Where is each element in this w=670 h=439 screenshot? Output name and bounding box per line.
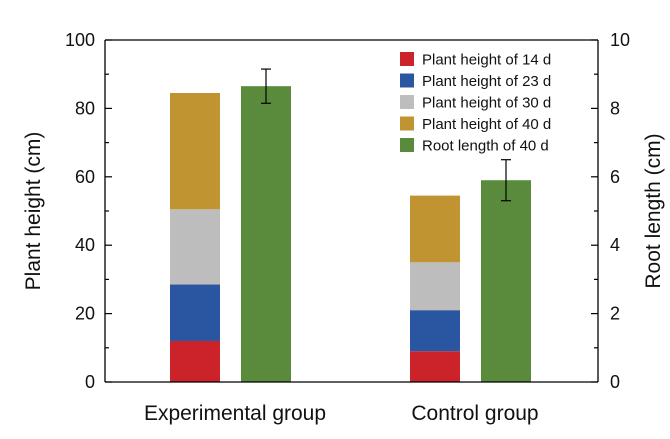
bar-experimental-stack-1 — [170, 340, 220, 382]
left-tick-label: 80 — [75, 98, 95, 118]
bars-layer — [170, 68, 531, 383]
legend-label: Plant height of 14 d — [422, 52, 551, 69]
bar-control-root-length — [481, 180, 531, 382]
right-tick-label: 10 — [610, 30, 630, 50]
left-tick-label: 0 — [85, 372, 95, 392]
axes-layer: Experimental group Control group020406080… — [22, 30, 665, 425]
category-label: Control group — [411, 402, 538, 425]
right-tick-label: 2 — [610, 304, 620, 324]
legend-swatch — [400, 138, 414, 152]
bar-experimental-stack-2 — [170, 284, 220, 341]
bar-control-stack-3 — [410, 262, 460, 311]
legend-swatch — [400, 73, 414, 88]
bar-experimental-root-length — [241, 86, 291, 383]
legend-label: Plant height of 30 d — [422, 95, 551, 112]
bar-control-stack-4 — [410, 195, 460, 263]
legend: Plant height of 14 d Plant height of 23 d… — [400, 52, 551, 155]
legend-label: Plant height of 23 d — [422, 73, 551, 90]
left-tick-label: 60 — [75, 167, 95, 187]
left-tick-label: 40 — [75, 235, 95, 255]
bar-experimental-stack-4 — [170, 93, 220, 210]
right-tick-label: 6 — [610, 167, 620, 187]
right-tick-label: 0 — [610, 372, 620, 392]
legend-label: Plant height of 40 d — [422, 116, 551, 133]
right-tick-label: 4 — [610, 235, 620, 255]
bar-experimental-stack-3 — [170, 209, 220, 285]
legend-swatch — [400, 95, 414, 109]
category-label: Experimental group — [144, 402, 326, 425]
left-tick-label: 20 — [75, 304, 95, 324]
left-tick-label: 100 — [65, 30, 95, 50]
legend-swatch — [400, 116, 414, 131]
right-tick-label: 8 — [610, 98, 620, 118]
legend-swatch — [400, 52, 414, 66]
right-axis-title: Root length (cm) — [642, 133, 665, 288]
bar-control-stack-1 — [410, 351, 460, 382]
legend-label: Root length of 40 d — [422, 138, 549, 155]
bar-control-stack-2 — [410, 310, 460, 352]
left-axis-title: Plant height (cm) — [22, 132, 45, 291]
